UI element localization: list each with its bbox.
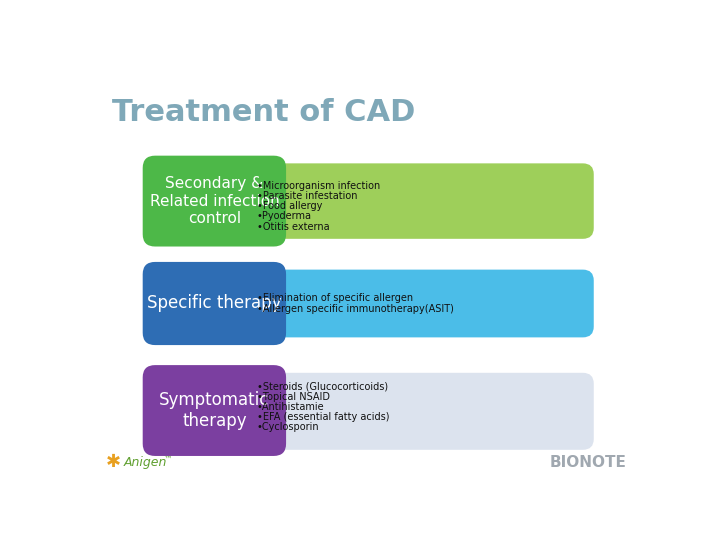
FancyBboxPatch shape [245, 269, 594, 338]
Text: •EFA (essential fatty acids): •EFA (essential fatty acids) [256, 411, 389, 422]
Text: Symptomatic
therapy: Symptomatic therapy [159, 391, 269, 430]
Text: •Pyoderma: •Pyoderma [256, 212, 312, 221]
Text: •Steroids (Glucocorticoids): •Steroids (Glucocorticoids) [256, 382, 388, 392]
Text: Secondary &
Related infection
control: Secondary & Related infection control [150, 176, 279, 226]
Text: BIONOTE: BIONOTE [549, 455, 626, 470]
Text: •Antihistamie: •Antihistamie [256, 402, 324, 411]
Text: •Food allergy: •Food allergy [256, 201, 322, 212]
Text: •Allergen specific immunotherapy(ASIT): •Allergen specific immunotherapy(ASIT) [256, 304, 454, 314]
FancyBboxPatch shape [245, 373, 594, 450]
Text: Specific therapy: Specific therapy [147, 294, 282, 313]
Text: Treatment of CAD: Treatment of CAD [112, 98, 415, 127]
Text: •Microorganism infection: •Microorganism infection [256, 181, 380, 192]
FancyBboxPatch shape [245, 164, 594, 239]
Text: •Parasite infestation: •Parasite infestation [256, 192, 357, 201]
Text: •Cyclosporin: •Cyclosporin [256, 422, 319, 431]
Text: Anigen: Anigen [124, 456, 168, 469]
Text: •Elimination of specific allergen: •Elimination of specific allergen [256, 293, 413, 303]
Text: ™: ™ [163, 455, 172, 463]
FancyBboxPatch shape [143, 262, 286, 345]
Text: •Otitis externa: •Otitis externa [256, 221, 329, 232]
FancyBboxPatch shape [143, 156, 286, 247]
FancyBboxPatch shape [143, 365, 286, 456]
Text: ✱: ✱ [106, 453, 121, 471]
Text: •Topical NSAID: •Topical NSAID [256, 392, 330, 402]
